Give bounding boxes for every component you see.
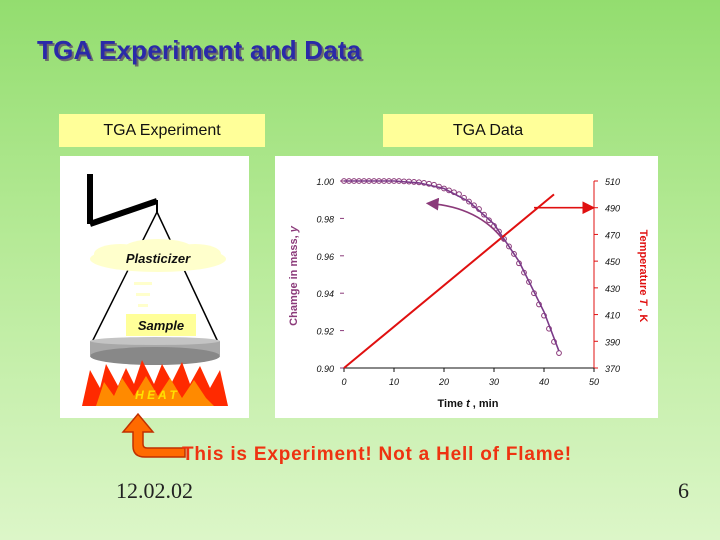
y2-tick-label: 490 bbox=[605, 204, 620, 214]
tga-chart: 0.90 0.92 0.94 0.96 0.98 1.00 370 390 410 430 450… bbox=[288, 177, 649, 410]
y2-tick-label: 370 bbox=[605, 364, 620, 374]
heat-label: H E A T bbox=[135, 388, 178, 402]
plot-area bbox=[344, 181, 595, 369]
page-number: 6 bbox=[678, 478, 689, 503]
y2-tick-label: 410 bbox=[605, 311, 620, 321]
mass-data-point bbox=[526, 279, 532, 285]
left-axis-label: Chamge in mass, y bbox=[288, 225, 300, 326]
mass-data-point bbox=[511, 251, 517, 257]
y-tick-label: 0.90 bbox=[316, 364, 334, 374]
tga-data-label: TGA Data bbox=[383, 114, 593, 147]
right-axis-ticks: 370 390 410 430 450 470 490 510 bbox=[594, 177, 620, 374]
mass-axis-arrow bbox=[425, 197, 505, 242]
caption-text: This is Experiment! Not a Hell of Flame! bbox=[182, 444, 572, 465]
vapor-dashes bbox=[134, 282, 152, 307]
sample-label: Sample bbox=[138, 318, 184, 333]
tga-apparatus-diagram: Plasticizer Sample H E A T bbox=[82, 174, 228, 406]
mass-data-point bbox=[466, 198, 472, 205]
footer-date: 12.02.02 bbox=[116, 478, 193, 503]
y2-tick-label: 450 bbox=[605, 257, 620, 267]
mass-fit-curve bbox=[344, 180, 560, 352]
x-tick-label: 0 bbox=[341, 377, 346, 387]
series-layer bbox=[341, 178, 562, 369]
x-tick-label: 10 bbox=[389, 377, 399, 387]
mass-data-point bbox=[506, 243, 512, 250]
left-axis-ticks: 0.90 0.92 0.94 0.96 0.98 1.00 bbox=[316, 177, 344, 374]
y-tick-label: 1.00 bbox=[316, 177, 334, 187]
plasticizer-label: Plasticizer bbox=[126, 251, 191, 266]
y2-tick-label: 510 bbox=[605, 177, 620, 187]
annotation-layer bbox=[425, 197, 596, 242]
x-tick-label: 20 bbox=[438, 377, 449, 387]
mass-data-point bbox=[471, 202, 477, 209]
mass-data-point bbox=[431, 181, 437, 188]
y-tick-label: 0.94 bbox=[316, 289, 334, 299]
temperature-line bbox=[343, 193, 555, 369]
y-tick-label: 0.96 bbox=[316, 252, 334, 262]
y-tick-label: 0.92 bbox=[316, 327, 334, 337]
slide-title: TGA Experiment and Data bbox=[37, 35, 362, 65]
experiment-panel: Plasticizer Sample H E A T bbox=[60, 156, 249, 418]
hanger-wire-right bbox=[156, 211, 219, 343]
plasticizer-cloud bbox=[90, 239, 226, 272]
mass-data-point bbox=[486, 217, 492, 224]
x-tick-label: 40 bbox=[539, 377, 549, 387]
x-axis-label: Time t , min bbox=[438, 398, 499, 410]
mass-data-point bbox=[481, 211, 487, 218]
curved-arrow-icon bbox=[121, 412, 186, 458]
tga-experiment-label: TGA Experiment bbox=[59, 114, 265, 147]
sample-pan bbox=[90, 337, 220, 365]
y2-tick-label: 390 bbox=[605, 337, 620, 347]
y-tick-label: 0.98 bbox=[316, 214, 334, 224]
flame-icon bbox=[82, 360, 228, 406]
x-axis-ticks: 0 10 20 30 40 50 bbox=[341, 368, 599, 387]
x-tick-label: 30 bbox=[489, 377, 499, 387]
stand-arm bbox=[89, 198, 158, 227]
hanger-wire-left bbox=[91, 211, 158, 343]
x-tick-label: 50 bbox=[589, 377, 599, 387]
mass-data-point bbox=[556, 350, 562, 356]
tga-chart-panel: 0.90 0.92 0.94 0.96 0.98 1.00 370 390 410 430 450… bbox=[275, 156, 658, 418]
right-axis-label: Temperature T , K bbox=[637, 230, 649, 323]
y2-tick-label: 430 bbox=[605, 284, 620, 294]
sample-block bbox=[126, 314, 196, 336]
y2-tick-label: 470 bbox=[605, 230, 620, 240]
